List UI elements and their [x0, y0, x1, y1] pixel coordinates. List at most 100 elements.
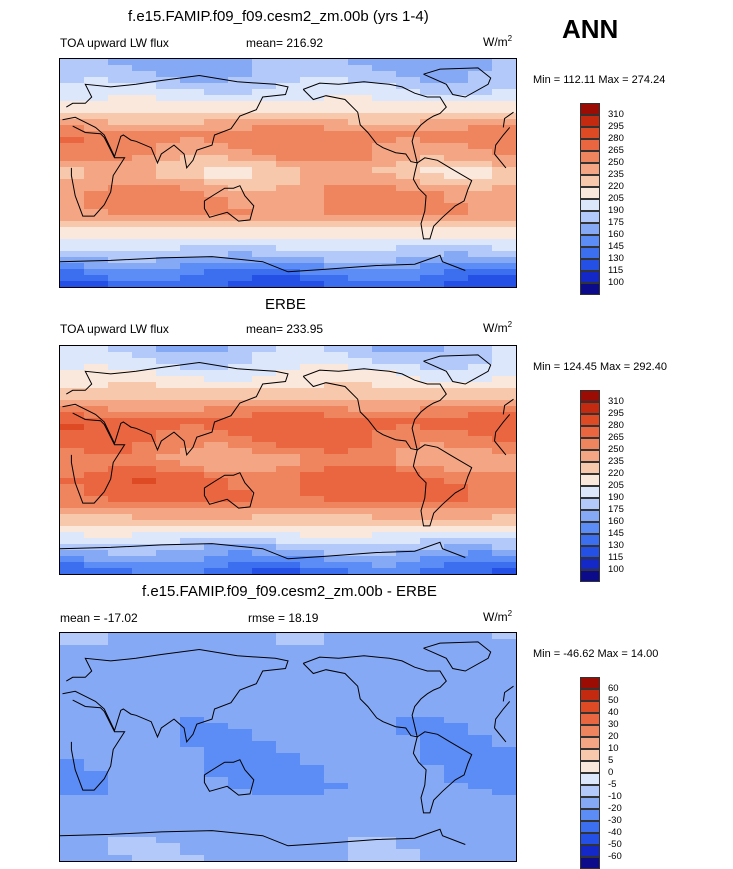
- map-field-cell: [132, 669, 157, 676]
- map-field-cell: [156, 699, 181, 706]
- panel3-minmax: Min = -46.62 Max = 14.00: [533, 648, 658, 660]
- colorbar-box: [580, 211, 600, 223]
- map-field-cell: [396, 197, 421, 204]
- map-field-cell: [180, 777, 205, 784]
- map-field-cell: [324, 729, 349, 736]
- map-field-cell: [468, 358, 493, 365]
- map-field-cell: [108, 532, 133, 539]
- map-field-cell: [420, 275, 445, 282]
- map-field-cell: [84, 693, 109, 700]
- map-field-cell: [180, 430, 205, 437]
- map-field-cell: [372, 538, 397, 545]
- map-field-cell: [276, 364, 301, 371]
- map-field-cell: [300, 388, 325, 395]
- map-field-cell: [444, 424, 469, 431]
- map-field-cell: [396, 95, 421, 102]
- map-field-cell: [132, 71, 157, 78]
- map-field-cell: [420, 819, 445, 826]
- map-field-cell: [108, 412, 133, 419]
- map-field-cell: [204, 382, 229, 389]
- map-field-cell: [228, 364, 253, 371]
- map-field-cell: [180, 490, 205, 497]
- map-field-cell: [372, 669, 397, 676]
- map-field-cell: [492, 789, 516, 796]
- map-field-cell: [348, 412, 373, 419]
- map-field-cell: [324, 520, 349, 527]
- map-field-cell: [276, 699, 301, 706]
- map-field-cell: [324, 143, 349, 150]
- map-field-cell: [444, 239, 469, 246]
- map-field-cell: [468, 663, 493, 670]
- map-field-cell: [396, 837, 421, 844]
- map-field-cell: [180, 227, 205, 234]
- map-field-cell: [324, 167, 349, 174]
- map-field-cell: [108, 801, 133, 808]
- map-field-cell: [108, 562, 133, 569]
- map-field-cell: [84, 233, 109, 240]
- map-field-cell: [348, 239, 373, 246]
- map-field-cell: [324, 233, 349, 240]
- map-field-cell: [228, 729, 253, 736]
- map-field-cell: [108, 765, 133, 772]
- map-field-cell: [108, 771, 133, 778]
- map-field-cell: [276, 173, 301, 180]
- map-field-cell: [108, 137, 133, 144]
- colorbar-box: [580, 701, 600, 713]
- map-field-cell: [396, 233, 421, 240]
- map-field-cell: [372, 831, 397, 838]
- map-field-cell: [132, 83, 157, 90]
- map-field-cell: [204, 233, 229, 240]
- colorbar-box: [580, 163, 600, 175]
- map-field-cell: [468, 83, 493, 90]
- map-field-cell: [300, 771, 325, 778]
- map-field-cell: [108, 346, 133, 353]
- map-field-cell: [60, 209, 85, 216]
- map-field-cell: [420, 191, 445, 198]
- map-field-cell: [492, 358, 516, 365]
- map-field-cell: [108, 777, 133, 784]
- map-field-cell: [420, 795, 445, 802]
- map-field-cell: [492, 657, 516, 664]
- map-field-cell: [180, 358, 205, 365]
- map-field-cell: [396, 382, 421, 389]
- map-field-cell: [420, 412, 445, 419]
- map-field-cell: [444, 83, 469, 90]
- map-field-cell: [492, 173, 516, 180]
- map-field-cell: [84, 771, 109, 778]
- map-field-cell: [84, 801, 109, 808]
- map-field-cell: [300, 538, 325, 545]
- map-field-cell: [420, 855, 445, 861]
- map-field-cell: [156, 813, 181, 820]
- colorbar-box: [580, 187, 600, 199]
- map-field-cell: [132, 149, 157, 156]
- map-field-cell: [420, 526, 445, 533]
- map-field-cell: [60, 699, 85, 706]
- map-field-cell: [156, 185, 181, 192]
- map-field-cell: [204, 215, 229, 222]
- map-field-cell: [204, 717, 229, 724]
- map-field-cell: [444, 633, 469, 640]
- map-field-cell: [60, 813, 85, 820]
- map-field-cell: [132, 215, 157, 222]
- map-field-cell: [444, 215, 469, 222]
- map-field-cell: [444, 364, 469, 371]
- map-field-cell: [228, 71, 253, 78]
- map-field-cell: [252, 113, 277, 120]
- map-field-cell: [468, 245, 493, 252]
- map-field-cell: [300, 645, 325, 652]
- map-field-cell: [396, 466, 421, 473]
- map-field-cell: [372, 388, 397, 395]
- map-field-cell: [108, 418, 133, 425]
- map-field-cell: [492, 394, 516, 401]
- map-field-cell: [180, 831, 205, 838]
- map-field-cell: [444, 370, 469, 377]
- map-field-cell: [132, 693, 157, 700]
- map-field-cell: [132, 388, 157, 395]
- colorbar-box: [580, 498, 600, 510]
- map-field-cell: [108, 143, 133, 150]
- map-field-cell: [444, 741, 469, 748]
- continent-africa-outline: [70, 412, 511, 504]
- map-field-cell: [156, 394, 181, 401]
- map-field-cell: [324, 807, 349, 814]
- colorbar-tick-label: 10: [608, 743, 619, 754]
